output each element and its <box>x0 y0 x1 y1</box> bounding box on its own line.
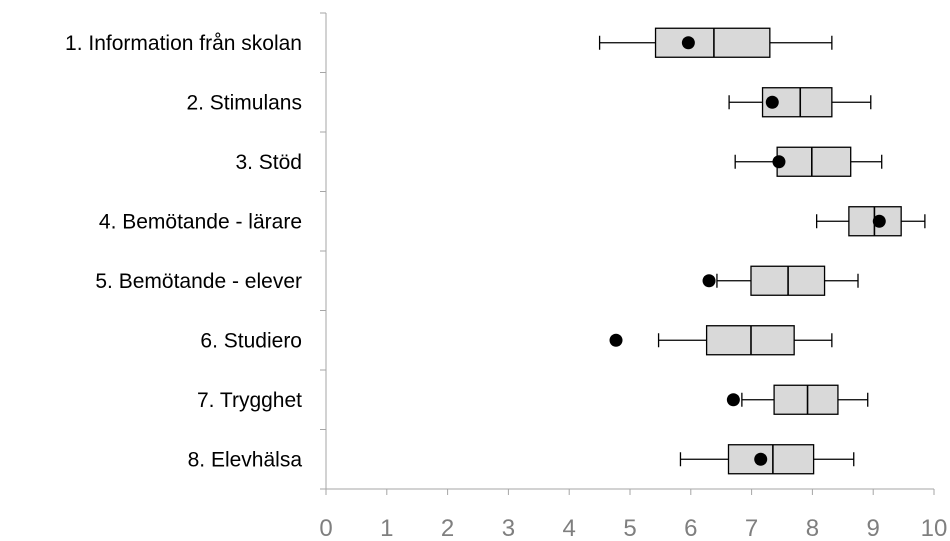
iqr-box <box>654 27 771 58</box>
iqr-box <box>776 146 852 177</box>
mean-point <box>754 452 768 466</box>
category-label: 6. Studiero <box>200 329 302 352</box>
box-group <box>816 206 926 237</box>
x-tick-label: 7 <box>745 515 758 541</box>
x-tick-labels: 0 1 2 3 4 5 6 7 8 9 10 <box>319 515 947 541</box>
x-tick-label: 4 <box>563 515 576 541</box>
x-tick-label: 1 <box>380 515 393 541</box>
box-group <box>726 384 869 415</box>
mean-point <box>702 274 716 288</box>
mean-point <box>726 393 740 407</box>
category-label: 4. Bemötande - lärare <box>99 210 302 233</box>
iqr-box <box>727 444 815 475</box>
category-label: 3. Stöd <box>235 151 302 174</box>
category-labels: 1. Information från skolan 2. Stimulans 3.… <box>65 32 302 472</box>
category-label: 8. Elevhälsa <box>188 448 303 471</box>
category-label: 5. Bemötande - elever <box>95 270 302 293</box>
x-tick-label: 9 <box>867 515 880 541</box>
x-tick-label: 2 <box>441 515 454 541</box>
mean-point <box>609 333 623 347</box>
axis-layer <box>320 12 935 495</box>
box-group <box>609 325 833 356</box>
box-layer <box>598 27 926 475</box>
mean-point <box>681 36 695 50</box>
iqr-box <box>773 384 839 415</box>
x-tick-label: 8 <box>806 515 819 541</box>
x-tick-label: 0 <box>319 515 332 541</box>
category-label: 1. Information från skolan <box>65 32 302 55</box>
box-group <box>598 27 833 58</box>
box-group <box>734 146 883 177</box>
x-tick-label: 5 <box>623 515 636 541</box>
category-label: 7. Trygghet <box>197 389 302 412</box>
box-group <box>702 265 859 296</box>
mean-point <box>772 155 786 169</box>
mean-point <box>765 95 779 109</box>
x-tick-label: 3 <box>502 515 515 541</box>
mean-point <box>872 214 886 228</box>
category-label: 2. Stimulans <box>186 91 302 114</box>
x-tick-label: 10 <box>921 515 948 541</box>
x-tick-label: 6 <box>684 515 697 541</box>
box-group <box>679 444 855 475</box>
box-group <box>728 87 872 118</box>
